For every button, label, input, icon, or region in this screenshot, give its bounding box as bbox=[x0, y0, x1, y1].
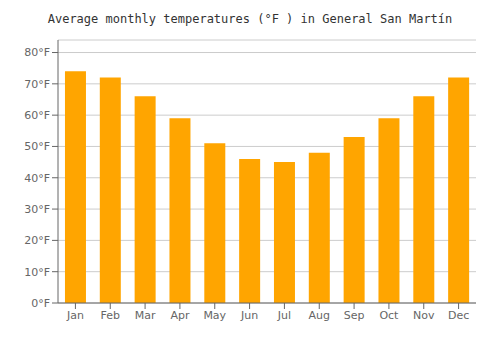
svg-text:40°F: 40°F bbox=[24, 172, 50, 185]
svg-text:Sep: Sep bbox=[344, 309, 365, 322]
svg-text:May: May bbox=[203, 309, 226, 322]
svg-text:Jul: Jul bbox=[277, 309, 291, 322]
svg-text:Feb: Feb bbox=[101, 309, 120, 322]
svg-text:80°F: 80°F bbox=[24, 46, 50, 59]
svg-text:Nov: Nov bbox=[413, 309, 435, 322]
svg-text:Oct: Oct bbox=[379, 309, 399, 322]
svg-text:Jun: Jun bbox=[240, 309, 258, 322]
svg-text:Aug: Aug bbox=[309, 309, 330, 322]
svg-text:50°F: 50°F bbox=[24, 140, 50, 153]
html-text:Average monthly temperatures (: Average monthly temperatures (°F ) in Ge… bbox=[47, 12, 453, 26]
svg-text:30°F: 30°F bbox=[24, 203, 50, 216]
svg-text:70°F: 70°F bbox=[24, 78, 50, 91]
svg-text:Jan: Jan bbox=[66, 309, 84, 322]
svg-text:0°F: 0°F bbox=[31, 297, 50, 310]
svg-text:Mar: Mar bbox=[135, 309, 156, 322]
svg-text:10°F: 10°F bbox=[24, 266, 50, 279]
svg-text:20°F: 20°F bbox=[24, 234, 50, 247]
svg-text:60°F: 60°F bbox=[24, 109, 50, 122]
svg-text:Apr: Apr bbox=[170, 309, 190, 322]
svg-text:Dec: Dec bbox=[448, 309, 469, 322]
